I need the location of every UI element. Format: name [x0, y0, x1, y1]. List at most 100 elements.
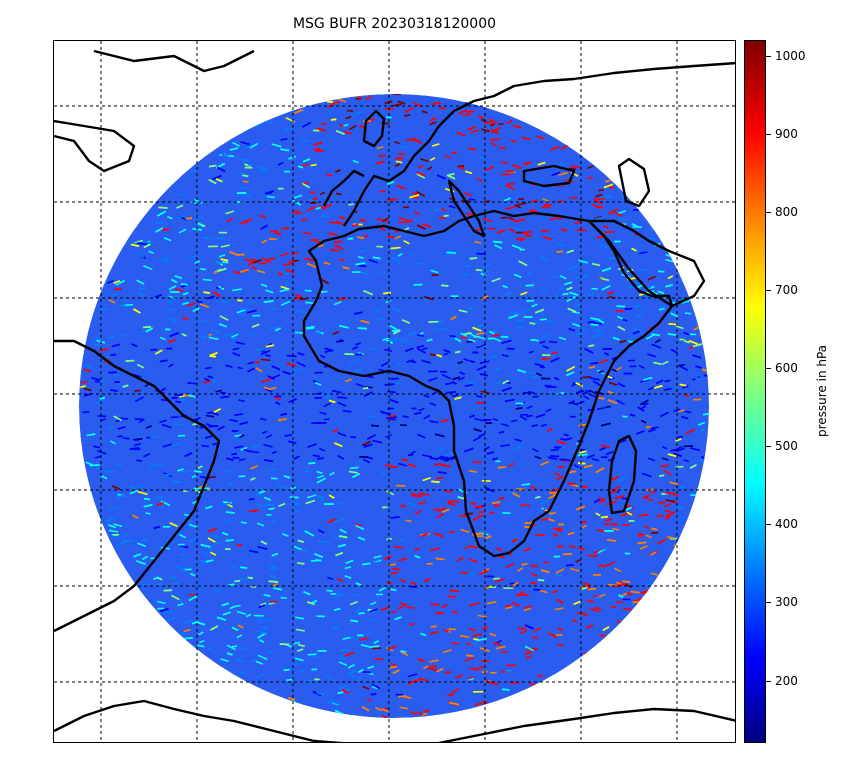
wind-barb — [480, 390, 490, 395]
wind-barb — [133, 239, 144, 244]
wind-barb — [524, 604, 533, 609]
wind-barb — [253, 123, 262, 129]
wind-barb — [539, 589, 548, 594]
wind-barb — [311, 668, 318, 671]
wind-barb — [661, 360, 669, 366]
wind-barb — [129, 447, 140, 450]
wind-barb — [586, 176, 594, 180]
wind-barb — [371, 424, 379, 427]
wind-barb — [267, 257, 276, 261]
wind-barb — [506, 562, 515, 569]
wind-barb — [240, 566, 248, 569]
wind-barb — [357, 255, 364, 260]
wind-barb — [280, 252, 289, 257]
wind-barb — [248, 259, 256, 262]
wind-barb — [615, 366, 622, 372]
wind-barb — [530, 572, 538, 577]
wind-barb — [429, 156, 436, 162]
wind-barb — [133, 442, 142, 447]
wind-barb — [342, 409, 352, 413]
wind-barb — [125, 359, 135, 362]
wind-barb — [404, 114, 411, 117]
wind-barb — [645, 333, 656, 340]
wind-barb — [459, 371, 466, 376]
wind-barb — [261, 625, 269, 631]
wind-barb — [143, 497, 150, 501]
wind-barb — [414, 510, 422, 515]
wind-barb — [357, 327, 367, 330]
wind-barb — [362, 562, 371, 566]
wind-barb — [591, 458, 600, 462]
colorbar-tick — [766, 368, 771, 370]
wind-barb — [334, 240, 343, 244]
wind-barb — [313, 148, 320, 151]
wind-barb — [528, 682, 537, 686]
wind-barb — [441, 373, 452, 380]
wind-barb — [555, 568, 565, 575]
wind-barb — [657, 270, 665, 273]
colorbar-tick — [766, 289, 771, 291]
wind-barb — [381, 94, 390, 96]
wind-barb — [468, 338, 476, 343]
wind-barb — [527, 270, 534, 275]
wind-barb — [362, 671, 371, 674]
wind-barb — [286, 354, 297, 358]
wind-barb — [194, 198, 203, 204]
wind-barb — [296, 628, 305, 632]
wind-barb — [616, 399, 625, 406]
wind-barb — [207, 411, 214, 414]
wind-barb — [418, 407, 425, 412]
wind-barb — [410, 450, 417, 455]
wind-barb — [474, 240, 482, 244]
wind-barb — [223, 501, 233, 504]
wind-barb — [393, 381, 402, 384]
wind-barb — [336, 192, 342, 196]
wind-barb — [465, 265, 471, 268]
wind-barb — [428, 377, 438, 382]
satellite-disk — [79, 94, 709, 718]
wind-barb — [332, 428, 339, 433]
wind-barb — [176, 204, 184, 209]
wind-barb — [232, 141, 240, 147]
wind-barb — [651, 531, 659, 534]
wind-barb — [525, 230, 533, 234]
wind-barb — [475, 395, 483, 398]
wind-barb — [129, 489, 139, 495]
wind-barb — [199, 319, 206, 323]
wind-barb — [237, 299, 243, 302]
wind-barb — [405, 137, 416, 142]
wind-barb — [247, 361, 254, 365]
wind-barb — [531, 303, 538, 308]
wind-barb — [460, 528, 470, 533]
wind-barb — [558, 163, 566, 166]
wind-barb — [208, 164, 217, 168]
wind-barb — [532, 448, 539, 453]
wind-barb — [304, 470, 310, 473]
wind-barb — [237, 366, 243, 370]
wind-barb — [244, 145, 253, 149]
wind-barb — [117, 542, 125, 546]
wind-barb — [304, 289, 312, 292]
wind-barb — [248, 299, 259, 304]
wind-barb — [259, 167, 267, 170]
colorbar-tick — [766, 524, 771, 526]
wind-barb — [260, 602, 267, 606]
wind-barb — [338, 258, 345, 262]
wind-barb — [508, 462, 515, 468]
wind-barb — [280, 300, 291, 306]
wind-barb — [231, 453, 237, 456]
wind-barb — [469, 257, 477, 260]
wind-barb — [277, 272, 284, 276]
wind-barb — [239, 578, 247, 581]
wind-barb — [416, 173, 426, 179]
wind-barb — [446, 391, 456, 394]
wind-barb — [587, 165, 595, 170]
wind-barb — [276, 484, 287, 489]
wind-barb — [225, 217, 234, 223]
wind-barb — [162, 443, 172, 448]
wind-barb — [289, 496, 299, 499]
wind-barb — [220, 658, 229, 663]
wind-barb — [165, 473, 172, 476]
wind-barb — [403, 239, 410, 245]
wind-barb — [107, 425, 114, 430]
